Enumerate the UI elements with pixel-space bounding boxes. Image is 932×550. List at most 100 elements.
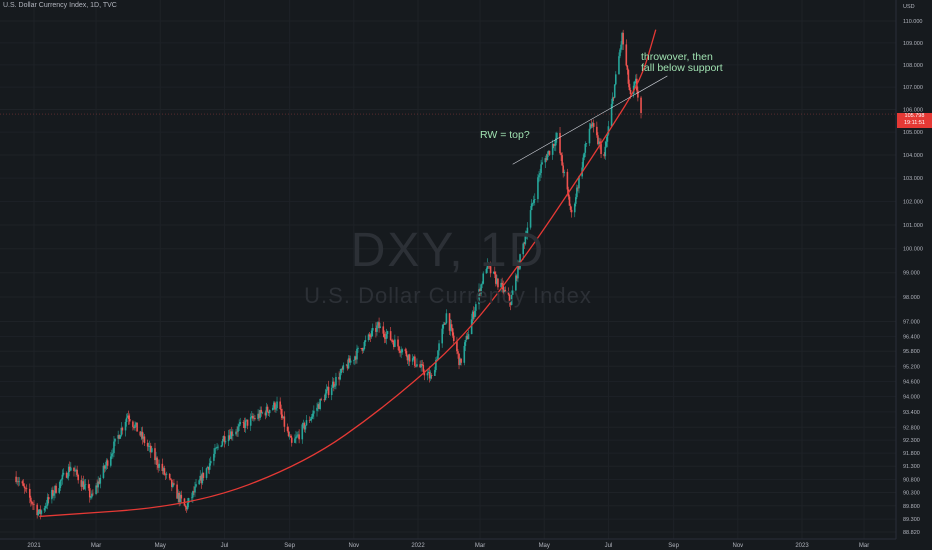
candle-body (52, 489, 54, 496)
candle-body (598, 141, 600, 145)
candle-body (430, 375, 433, 376)
candle-body (361, 348, 364, 351)
candle-body (141, 431, 144, 439)
candle-body (95, 485, 97, 495)
candle-body (384, 337, 387, 339)
x-tick-label: Jul (605, 543, 613, 549)
candle-body (437, 350, 439, 360)
candle-body (178, 492, 180, 502)
y-tick-label: 90.800 (903, 477, 920, 483)
y-tick-label: 102.000 (903, 199, 923, 205)
candle-body (529, 210, 532, 228)
candle-body (334, 385, 336, 387)
candle-body (32, 503, 34, 505)
candle-body (426, 373, 429, 376)
candle-body (282, 416, 285, 418)
watermark-symbol: DXY, 1D (350, 224, 546, 277)
candle-body (207, 467, 210, 470)
candle-body (305, 420, 308, 426)
candle-body (541, 162, 543, 165)
x-tick-label: Nov (732, 543, 743, 549)
candle-body (423, 371, 426, 376)
candle-body (524, 236, 527, 244)
candle-body (517, 263, 519, 279)
candle-body (340, 368, 342, 374)
candle-body (290, 437, 293, 443)
candle-body (318, 404, 320, 409)
candle-body (96, 485, 98, 488)
candle-body (114, 438, 116, 442)
candle-body (470, 319, 473, 335)
candle-body (84, 484, 87, 485)
candle-body (625, 44, 628, 66)
axis-unit: USD (903, 4, 915, 10)
candle-body (481, 283, 483, 285)
candle-body (496, 278, 498, 284)
candle-body (633, 81, 636, 86)
candle-body (295, 436, 297, 439)
candle-body (325, 389, 328, 394)
candle-body (74, 471, 76, 472)
candle-body (400, 352, 402, 353)
candle-body (510, 294, 513, 305)
candle-body (405, 350, 408, 357)
candle-body (298, 434, 300, 440)
x-tick-label: Mar (475, 543, 485, 549)
price-axis[interactable]: 110.000 109.000 108.000 107.000 106.000 105.0… (903, 19, 923, 536)
candle-body (603, 153, 606, 157)
candle-body (525, 235, 528, 237)
candle-body (200, 475, 203, 484)
candle-body (132, 421, 134, 427)
candle-body (163, 468, 166, 475)
y-tick-label: 104.000 (903, 153, 923, 159)
candle-body (171, 479, 173, 487)
candle-body (249, 417, 252, 426)
candle-body (254, 418, 256, 420)
candle-body (161, 463, 164, 472)
candle-body (599, 141, 601, 144)
candle-body (303, 423, 306, 430)
y-tick-label: 94.600 (903, 379, 920, 385)
annotation-rw-top[interactable]: RW = top? (480, 129, 530, 141)
candle-body (121, 427, 124, 431)
candle-body (173, 483, 175, 485)
candle-body (224, 441, 227, 443)
y-tick-label: 100.000 (903, 247, 923, 253)
candle-body (429, 375, 432, 379)
candle-body (119, 435, 122, 439)
candle-body (265, 406, 268, 416)
candle-body (17, 481, 20, 483)
candle-body (118, 435, 121, 439)
candle-body (253, 418, 255, 419)
candle-body (596, 126, 598, 136)
candle-body (407, 354, 410, 361)
candle-body (622, 32, 624, 45)
candle-body (382, 326, 385, 334)
candle-body (242, 422, 245, 423)
candle-body (143, 436, 146, 444)
candle-body (206, 467, 209, 469)
candle-body (274, 402, 276, 410)
candle-body (239, 422, 242, 425)
candle-body (531, 202, 534, 204)
candle-body (362, 349, 365, 351)
candle-body (302, 423, 305, 425)
candle-body (18, 481, 21, 482)
candle-body (228, 435, 231, 439)
candle-body (15, 476, 17, 483)
candle-body (533, 199, 536, 201)
candle-body (590, 124, 593, 127)
candle-body (276, 401, 278, 409)
candle-body (221, 441, 224, 446)
candle-body (346, 364, 349, 369)
candle-body (612, 97, 615, 99)
candle-body (408, 354, 411, 362)
candle-body (177, 492, 179, 499)
time-axis[interactable]: 2021 Mar May Jul Sep Nov 2022 Mar May Jul Sep Nov 20… (27, 543, 869, 549)
candle-body (106, 460, 109, 466)
annotation-throwover[interactable]: throwover, then fall below support (641, 52, 723, 74)
candle-body (450, 324, 453, 329)
candle-body (134, 424, 136, 429)
candle-body (252, 415, 254, 419)
